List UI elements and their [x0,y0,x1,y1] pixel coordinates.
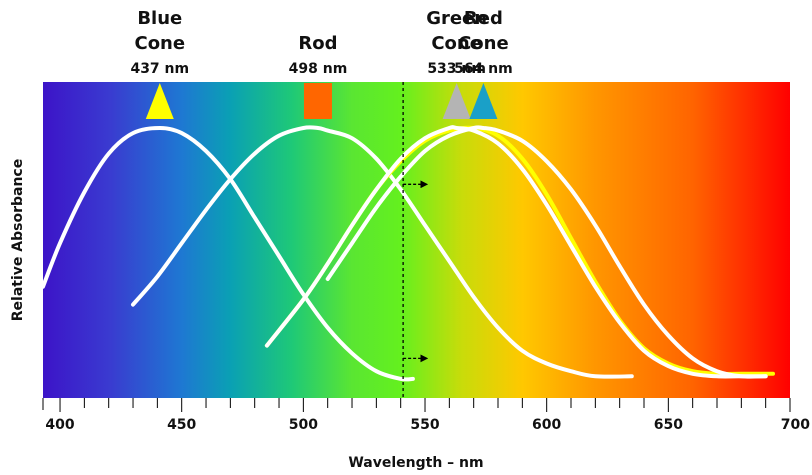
blue-name-line-2: Cone [134,33,185,54]
rod-peak-label: 498 nm [289,61,348,77]
x-tick-label: 650 [654,417,683,433]
x-tick-label: 700 [781,417,810,433]
x-tick-label: 500 [289,417,318,433]
x-tick-label: 450 [167,417,196,433]
x-tick-label: 600 [532,417,561,433]
green-name-line-2: Cone [431,33,482,54]
green-peak-label: 533 nm [427,61,486,77]
curve-rod [131,125,634,379]
curve-green [264,125,768,379]
rod-name-line-1: Rod [298,33,337,54]
x-tick-label: 550 [410,417,439,433]
red-name-line-2: Cone [458,33,509,54]
blue-name-line-1: Blue [137,8,182,29]
spectrum-background [43,82,790,398]
peak-markers [145,83,498,119]
green-peak-marker [442,83,471,119]
green-name-line-1: Green [426,8,487,29]
red-name-line-1: Red [464,8,503,29]
y-axis-title: Relative Absorbance [10,159,26,321]
x-axis-title: Wavelength – nm [348,455,483,471]
x-tick-label: 400 [45,417,74,433]
absorbance-curves [41,125,775,382]
red-peak-marker [469,83,498,119]
red-peak-label: 564 nm [454,61,513,77]
shift-marker [402,82,429,398]
x-axis: 400 450 500 550 600 650 700 [42,398,810,433]
blue-peak-marker [145,83,174,119]
receptor-labels: Blue Cone 437 nm Rod 498 nm Green Cone 533 nm Re… [130,8,512,77]
blue-peak-label: 437 nm [130,61,189,77]
rod-peak-marker [303,83,332,119]
